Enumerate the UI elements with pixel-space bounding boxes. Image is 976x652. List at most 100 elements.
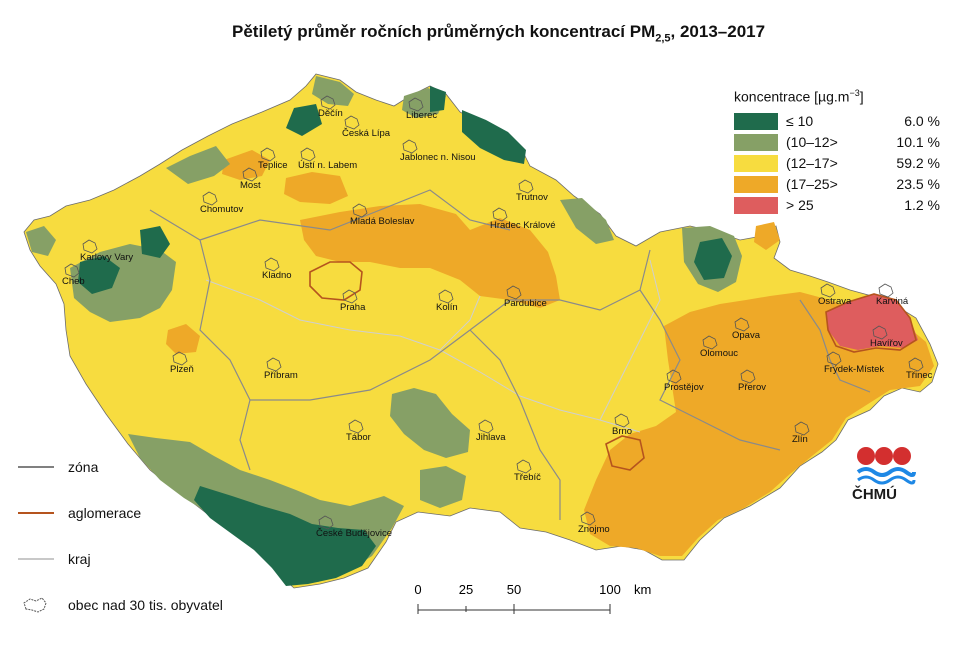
city-label: Zlín [792,434,808,445]
scale-tick-50: 50 [507,582,521,597]
city-label: Trutnov [516,192,548,203]
city-outline [352,203,368,218]
city-label: Pardubice [504,298,547,309]
city-label: Opava [732,330,761,341]
city-label: Děčín [318,108,343,119]
city-label: Hradec Králové [490,220,555,231]
city-outline [478,419,494,434]
city-outline [516,459,532,474]
city-outline [172,351,188,366]
city-outline [820,283,836,298]
city-label: Ostrava [818,296,852,307]
city-outline [702,335,718,350]
city-label: Liberec [406,110,437,121]
scale-tick-100: 100 [599,582,621,597]
city-label: Prostějov [664,382,704,393]
scale-bar: 0 25 50 100 km [414,582,651,614]
legend-label: (12–17> [786,155,838,172]
legend-swatch [734,175,778,193]
legend-aglomerace: aglomerace [18,490,223,536]
city-outline [402,139,418,154]
city-outline [740,369,756,384]
city-label: České Budějovice [316,528,392,539]
city-label: Praha [340,302,366,313]
legend-row: > 25 1.2 % [734,195,940,216]
city-outline [82,239,98,254]
legend-kraj: kraj [18,536,223,582]
city-outline [320,95,336,110]
line-legend: zóna aglomerace kraj obec nad 30 tis. ob… [18,444,223,628]
city-label: Jihlava [476,432,506,443]
city-outline [580,511,596,526]
city-outline [342,289,358,304]
city-label: Frýdek-Místek [824,364,884,375]
legend-row: (12–17> 59.2 % [734,153,940,174]
legend-percent: 1.2 % [904,197,940,214]
city-outline [408,97,424,112]
city-outline [826,351,842,366]
legend-percent: 59.2 % [896,155,940,172]
city-label: Třebíč [514,472,541,483]
city-outline [438,289,454,304]
obec-outline-icon [23,597,47,613]
city-outline [518,179,534,194]
city-outline [794,421,810,436]
city-label: Česká Lípa [342,128,391,139]
city-label: Teplice [258,160,288,171]
city-label: Přerov [738,382,766,393]
legend-swatch [734,112,778,130]
legend-label: > 25 [786,197,814,214]
city-label: Příbram [264,370,298,381]
city-outline [878,283,894,298]
legend-zona: zóna [18,444,223,490]
city-outline [300,147,316,162]
city-label: Tábor [346,432,371,443]
legend-swatch [734,133,778,151]
chmu-logo-icon [856,447,916,485]
concentration-legend: koncentrace [µg.m−3] ≤ 10 6.0 % (10–12> 10.… [734,88,940,216]
city-outline [506,285,522,300]
legend-label: (17–25> [786,176,838,193]
scale-tick-25: 25 [459,582,473,597]
legend-label: ≤ 10 [786,113,814,130]
city-label: Mladá Boleslav [350,216,415,227]
legend-percent: 23.5 % [896,176,940,193]
city-label: Karviná [876,296,909,307]
chmu-logo-text: ČHMÚ [852,486,897,503]
legend-label: (10–12> [786,134,838,151]
city-label: Kladno [262,270,292,281]
city-outline [492,207,508,222]
city-outline [266,357,282,372]
city-outline [872,325,888,340]
city-label: Ústí n. Labem [298,160,357,171]
city-label: Cheb [62,276,85,287]
scale-unit: km [634,582,651,597]
city-outline [908,357,924,372]
city-label: Karlovy Vary [80,252,133,263]
city-label: Olomouc [700,348,738,359]
legend-row: (10–12> 10.1 % [734,132,940,153]
legend-swatch [734,196,778,214]
city-outline [242,167,258,182]
city-label: Most [240,180,261,191]
city-label: Znojmo [578,524,610,535]
city-outline [734,317,750,332]
legend-obec: obec nad 30 tis. obyvatel [18,582,223,628]
city-outline [318,515,334,530]
legend-row: (17–25> 23.5 % [734,174,940,195]
city-label: Třinec [906,370,933,381]
city-outline [614,413,630,428]
legend-swatch [734,154,778,172]
legend-row: ≤ 10 6.0 % [734,111,940,132]
city-outline [64,263,80,278]
legend-percent: 6.0 % [904,113,940,130]
legend-heading: koncentrace [µg.m−3] [734,88,864,105]
city-label: Chomutov [200,204,244,215]
city-outline [348,419,364,434]
city-label: Havířov [870,338,903,349]
city-outline [202,191,218,206]
city-label: Brno [612,426,632,437]
city-outline [260,147,276,162]
legend-percent: 10.1 % [896,134,940,151]
